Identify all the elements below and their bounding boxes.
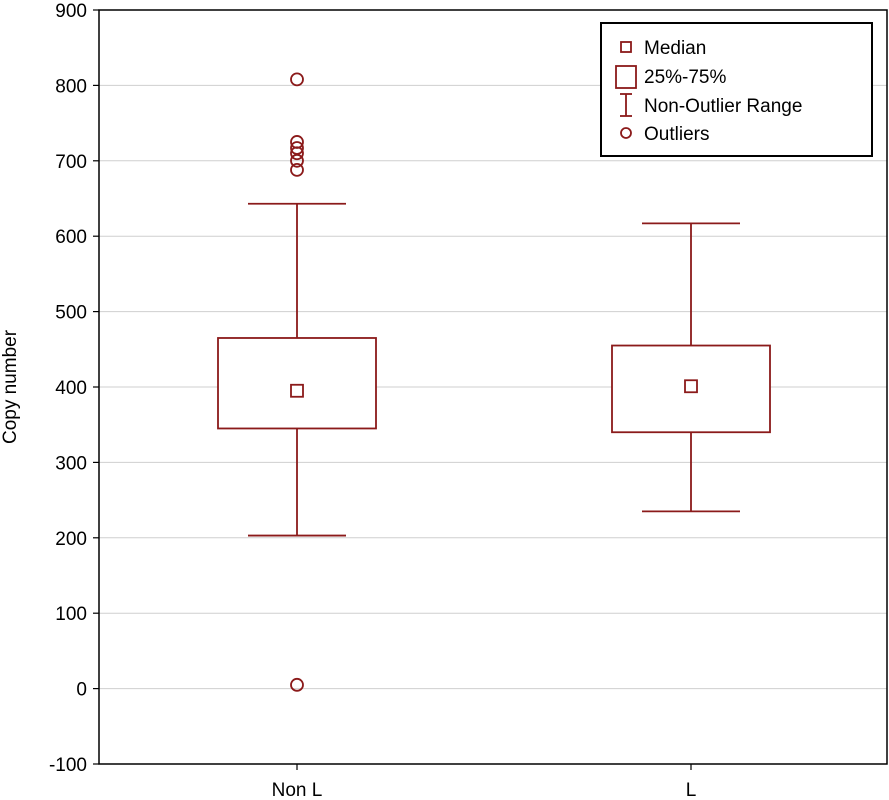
legend-label: Outliers <box>644 124 709 145</box>
iqr-box <box>611 344 771 434</box>
y-tick-label: 500 <box>55 303 87 324</box>
legend-label: Median <box>644 38 706 59</box>
legend-frame <box>600 22 873 157</box>
y-tick-label: 700 <box>55 152 87 173</box>
y-tick-label: 600 <box>55 227 87 248</box>
y-axis-label: Copy number <box>0 329 21 444</box>
y-tick-label: 100 <box>55 604 87 625</box>
legend-box-symbol <box>615 65 637 89</box>
median-marker <box>684 379 698 394</box>
outlier-point <box>290 146 304 161</box>
legend-label: 25%-75% <box>644 67 726 88</box>
y-tick-label: 800 <box>55 76 87 97</box>
y-tick-label: 900 <box>55 1 87 22</box>
y-tick-label: -100 <box>49 755 87 776</box>
outlier-point <box>290 153 304 168</box>
grid-lines <box>99 84 887 690</box>
y-axis-ticks: -100 0 100 200 300 400 500 600 700 800 900 Non L L <box>49 1 696 800</box>
box-group <box>611 222 771 513</box>
legend-outlier-symbol <box>620 127 632 139</box>
box-series <box>217 72 771 692</box>
outlier-point <box>290 72 304 87</box>
median-marker <box>290 383 304 398</box>
outlier-point <box>290 677 304 692</box>
y-tick-label: 400 <box>55 378 87 399</box>
y-tick-label: 0 <box>76 680 87 701</box>
iqr-box <box>217 337 377 430</box>
x-tick-label: Non L <box>272 780 323 800</box>
y-tick-label: 300 <box>55 453 87 474</box>
outlier-point <box>290 162 304 177</box>
legend-median-symbol <box>620 41 632 53</box>
legend: Median 25%-75% Non-Outlier Range Outliers <box>600 22 873 157</box>
x-tick-label: L <box>686 780 697 800</box>
legend-label: Non-Outlier Range <box>644 96 802 117</box>
box-group <box>217 72 377 692</box>
plot-frame <box>98 9 888 765</box>
y-tick-label: 200 <box>55 529 87 550</box>
